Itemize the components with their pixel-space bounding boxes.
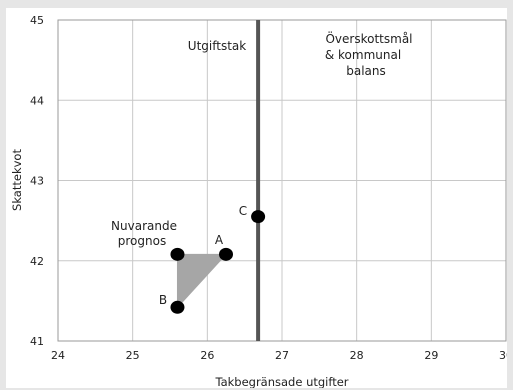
y-tick-label: 43 — [30, 175, 44, 188]
y-tick-label: 44 — [30, 94, 44, 107]
x-tick-label: 27 — [275, 349, 289, 362]
x-tick-label: 25 — [126, 349, 140, 362]
data-point-a — [219, 247, 233, 261]
plot-frame — [57, 19, 507, 342]
data-point-c — [251, 210, 266, 224]
grid — [57, 19, 507, 342]
overskott-label-line3: balans — [346, 64, 386, 78]
point-c-label: C — [239, 204, 247, 218]
y-tick-label: 42 — [30, 255, 44, 268]
point-a-label: A — [215, 233, 224, 247]
chart-panel: 24 25 26 27 28 29 30 41 42 43 44 45 Utgiftstak Över… — [6, 8, 507, 388]
x-tick-label: 24 — [51, 349, 65, 362]
x-axis-title: Takbegränsade utgifter — [214, 375, 348, 388]
scatter-chart: 24 25 26 27 28 29 30 41 42 43 44 45 Utgiftstak Över… — [10, 14, 507, 388]
overskott-label-line1: Överskottsmål — [325, 30, 412, 46]
x-tick-label: 30 — [499, 349, 507, 362]
y-tick-label: 45 — [30, 14, 44, 27]
nuvarande-label-line2: prognos — [118, 234, 166, 248]
data-point-current — [170, 247, 185, 261]
ticks-layer: 24 25 26 27 28 29 30 41 42 43 44 45 — [30, 14, 507, 362]
x-tick-label: 28 — [350, 349, 364, 362]
x-tick-label: 26 — [200, 349, 214, 362]
point-b-label: B — [159, 293, 167, 307]
data-point-b — [170, 300, 185, 314]
nuvarande-label-line1: Nuvarande — [111, 219, 177, 233]
points-layer — [170, 210, 266, 314]
x-tick-label: 29 — [424, 349, 438, 362]
utgiftstak-label: Utgiftstak — [188, 39, 246, 53]
overskott-label-line2: & kommunal — [325, 48, 401, 62]
shaded-region — [176, 253, 228, 309]
y-tick-label: 41 — [30, 335, 44, 348]
y-axis-title: Skattekvot — [10, 149, 24, 211]
